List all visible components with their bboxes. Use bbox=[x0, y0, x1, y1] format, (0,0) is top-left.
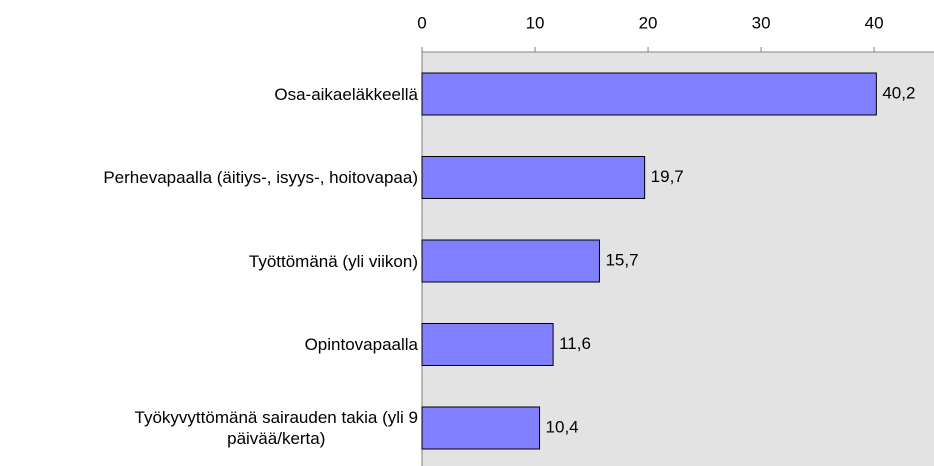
bar bbox=[421, 406, 541, 450]
category-text: Työkyvyttömänä sairauden takia (yli 9 pä… bbox=[134, 408, 418, 448]
value-label: 15,7 bbox=[605, 250, 638, 269]
category-text: Työttömänä (yli viikon) bbox=[248, 251, 418, 271]
x-tick-label: 40 bbox=[865, 13, 884, 32]
category-text: Osa-aikaeläkkeellä bbox=[274, 84, 418, 104]
category-label: Opintovapaalla bbox=[305, 315, 418, 375]
x-tick-label: 20 bbox=[639, 13, 658, 32]
value-label: 19,7 bbox=[651, 167, 684, 186]
category-label: Perhevapaalla (äitiys-, isyys-, hoitovap… bbox=[103, 148, 418, 208]
bar bbox=[421, 156, 646, 199]
category-text: Opintovapaalla bbox=[304, 335, 418, 354]
bar bbox=[421, 239, 600, 283]
bar bbox=[421, 323, 554, 366]
x-tick-label: 30 bbox=[752, 13, 771, 32]
x-tick-label: 0 bbox=[417, 13, 426, 32]
category-label: Työkyvyttömänä sairauden takia (yli 9 pä… bbox=[135, 398, 418, 458]
value-label: 40,2 bbox=[882, 83, 915, 102]
value-label: 10,4 bbox=[546, 417, 579, 436]
value-label: 11,6 bbox=[559, 334, 591, 353]
category-text: Perhevapaalla (äitiys-, isyys-, hoitovap… bbox=[103, 168, 418, 187]
category-label: Osa-aikaeläkkeellä bbox=[274, 64, 418, 124]
bar bbox=[421, 72, 877, 116]
category-label: Työttömänä (yli viikon) bbox=[249, 231, 418, 291]
x-tick-label: 10 bbox=[526, 13, 545, 32]
